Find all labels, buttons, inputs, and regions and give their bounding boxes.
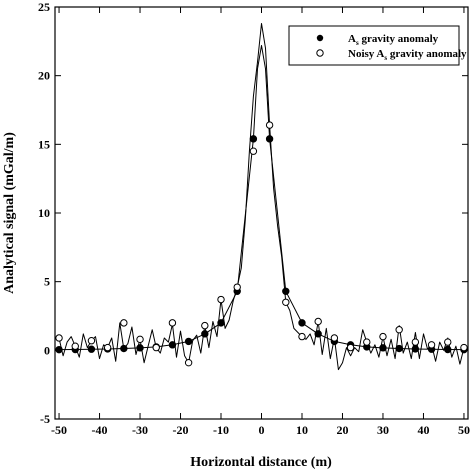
- x-tick-label: 20: [336, 423, 348, 437]
- data-point-filled: [201, 330, 209, 338]
- data-point-filled: [217, 319, 225, 327]
- x-tick-label: -10: [213, 423, 229, 437]
- x-axis-title: Horizontal distance (m): [190, 455, 332, 470]
- data-point-open: [330, 334, 339, 342]
- data-point-open: [379, 332, 387, 341]
- data-point-open: [55, 334, 63, 342]
- x-tick-label: 50: [458, 423, 470, 437]
- data-point-filled: [87, 345, 96, 353]
- legend-entry-2: Noisy As gravity anomaly: [348, 48, 467, 62]
- data-point-filled: [184, 337, 193, 346]
- data-point-open: [314, 317, 322, 326]
- data-point-open: [233, 283, 241, 291]
- data-point-filled: [120, 344, 128, 353]
- x-tick-label: 10: [296, 423, 308, 437]
- x-tick-label: -30: [132, 423, 148, 437]
- legend-entry-1: As gravity anomaly: [348, 33, 439, 47]
- x-tick-label: -20: [173, 423, 189, 437]
- data-point-filled: [168, 341, 177, 349]
- data-point-filled: [136, 344, 144, 352]
- data-point-filled: [249, 135, 258, 143]
- data-point-filled: [411, 345, 420, 353]
- x-tick-label: -40: [92, 423, 108, 437]
- data-point-filled: [379, 344, 387, 352]
- y-tick-label: 15: [38, 137, 50, 151]
- data-point-open: [152, 343, 160, 352]
- data-point-filled: [282, 287, 290, 295]
- data-point-open: [120, 319, 128, 327]
- data-point-filled: [314, 330, 322, 338]
- x-tick-label: 0: [259, 423, 265, 437]
- data-point-open: [103, 343, 112, 352]
- data-point-open: [249, 147, 258, 155]
- data-point-open: [87, 337, 96, 345]
- y-tick-label: 20: [38, 69, 50, 83]
- x-tick-label: 30: [377, 423, 389, 437]
- data-point-open: [395, 326, 403, 334]
- y-tick-label: 10: [38, 206, 50, 220]
- data-point-filled: [444, 345, 452, 354]
- series-markers: [55, 121, 468, 367]
- data-point-open: [411, 338, 420, 346]
- data-point-open: [217, 295, 225, 304]
- data-point-open: [201, 321, 209, 330]
- x-tick-label: -50: [51, 423, 67, 437]
- y-axis-title: Analytical signal (mGal/m): [2, 132, 17, 294]
- data-point-open: [282, 298, 290, 306]
- data-point-open: [71, 342, 79, 350]
- legend-marker-filled: [316, 34, 324, 42]
- data-point-filled: [55, 345, 63, 354]
- data-point-open: [168, 319, 177, 327]
- data-point-open: [136, 335, 144, 344]
- y-tick-label: -5: [40, 412, 50, 426]
- data-point-open: [444, 338, 452, 346]
- data-point-open: [363, 338, 371, 346]
- data-point-open: [346, 343, 355, 352]
- y-tick-label: 25: [38, 0, 50, 14]
- data-point-filled: [265, 135, 274, 143]
- data-point-open: [265, 121, 274, 129]
- data-point-open: [427, 341, 436, 349]
- plot-frame: [54, 6, 469, 420]
- data-point-open: [184, 358, 193, 367]
- x-tick-label: 40: [417, 423, 429, 437]
- data-point-open: [460, 343, 468, 352]
- data-point-open: [298, 332, 306, 341]
- legend-box: [288, 25, 460, 66]
- y-tick-label: 0: [44, 343, 50, 357]
- legend: As gravity anomaly Noisy As gravity anom…: [288, 25, 467, 66]
- legend-marker-open: [316, 49, 324, 57]
- y-tick-label: 5: [44, 275, 50, 289]
- data-point-filled: [298, 319, 306, 327]
- data-point-filled: [395, 344, 403, 353]
